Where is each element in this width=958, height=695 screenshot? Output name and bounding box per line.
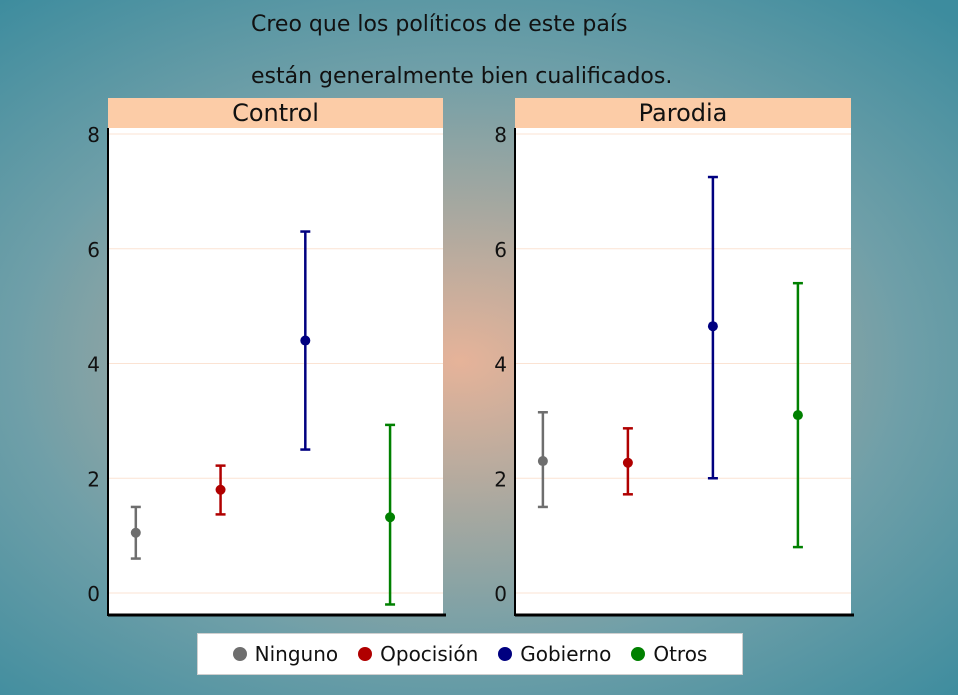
panel-control-header	[108, 98, 443, 128]
panel-parodia-y-tick-label-0: 0	[494, 582, 507, 606]
legend-marker-gobierno	[498, 647, 513, 661]
panel-control-gobierno-point	[300, 335, 311, 346]
panel-parodia-otros-point	[792, 410, 803, 421]
panel-parodia-y-tick-label-4: 4	[494, 353, 507, 377]
panel-control-ninguno-point	[130, 527, 141, 538]
legend-marker-otros	[631, 647, 646, 661]
panel-control-opocisin-point	[215, 484, 226, 495]
panel-control-y-tick-label-6: 6	[87, 238, 100, 262]
panel-parodia-header	[515, 98, 851, 128]
legend-item-otros: Otros	[631, 642, 707, 666]
panel-control-y-tick-label-8: 8	[87, 123, 100, 147]
panel-control-otros-point	[385, 512, 396, 523]
panel-control-header-label: Control	[232, 99, 319, 127]
legend-label-gobierno: Gobierno	[520, 642, 612, 666]
legend-label-oposicion: Opocisión	[380, 642, 479, 666]
legend-label-otros: Otros	[653, 642, 708, 666]
chart-title-line-2: están generalmente bien cualificados.	[251, 64, 673, 89]
panel-parodia-plot-area	[515, 128, 851, 615]
legend-item-gobierno: Gobierno	[498, 642, 611, 666]
panel-control-y-tick-label-2: 2	[87, 467, 100, 491]
panel-parodia-opocisin-point	[622, 457, 633, 468]
panel-parodia-y-tick-label-8: 8	[494, 123, 507, 147]
legend-marker-ninguno	[232, 647, 247, 661]
panel-control-plot-area	[108, 128, 443, 615]
panel-parodia-y-tick-label-2: 2	[494, 467, 507, 491]
panel-parodia-y-tick-label-6: 6	[494, 238, 507, 262]
chart-title-line-1: Creo que los políticos de este país	[251, 12, 628, 37]
legend-marker-oposicion	[358, 647, 373, 661]
panel-parodia-header-label: Parodia	[639, 99, 728, 127]
legend-label-ninguno: Ninguno	[254, 642, 339, 666]
legend-item-ninguno: Ninguno	[232, 642, 339, 666]
panel-control-y-tick-label-4: 4	[87, 353, 100, 377]
legend: Ninguno Opocisión Gobierno Otros	[197, 633, 743, 675]
panel-parodia-gobierno-point	[707, 321, 718, 332]
panel-control-y-tick-label-0: 0	[87, 582, 100, 606]
legend-item-oposicion: Opocisión	[358, 642, 478, 666]
panel-parodia-ninguno-point	[537, 456, 548, 467]
